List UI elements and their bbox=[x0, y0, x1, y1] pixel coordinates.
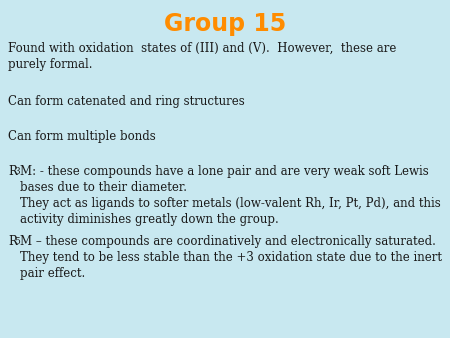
Text: Found with oxidation  states of (III) and (V).  However,  these are
purely forma: Found with oxidation states of (III) and… bbox=[8, 42, 396, 71]
Text: Group 15: Group 15 bbox=[164, 12, 286, 36]
Text: R: R bbox=[8, 165, 17, 178]
Text: Can form catenated and ring structures: Can form catenated and ring structures bbox=[8, 95, 245, 108]
Text: R: R bbox=[8, 235, 17, 248]
Text: M – these compounds are coordinatively and electronically saturated.
They tend t: M – these compounds are coordinatively a… bbox=[19, 235, 441, 280]
Text: M: - these compounds have a lone pair and are very weak soft Lewis
bases due to : M: - these compounds have a lone pair an… bbox=[19, 165, 440, 226]
Text: Can form multiple bonds: Can form multiple bonds bbox=[8, 130, 156, 143]
Text: 3: 3 bbox=[14, 168, 20, 176]
Text: 5: 5 bbox=[14, 238, 20, 246]
